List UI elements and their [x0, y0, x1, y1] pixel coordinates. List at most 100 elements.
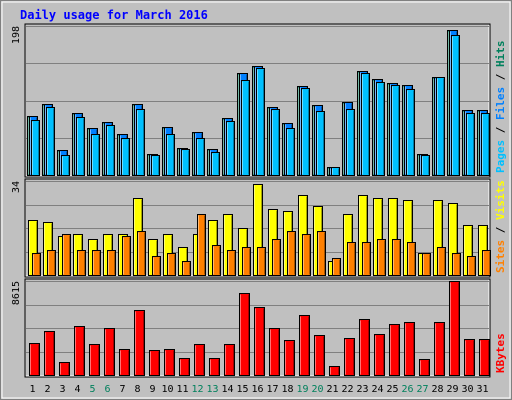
bar-pages-day-12	[197, 139, 205, 176]
bar-kbytes-day-27	[420, 360, 430, 376]
bar-sites-day-13	[213, 246, 221, 276]
bar-pages-day-19	[302, 89, 310, 176]
x-tick-label-day-5: 5	[89, 384, 95, 395]
legend-part: Sites	[494, 240, 507, 273]
x-tick-label-day-2: 2	[44, 384, 50, 395]
x-tick-label-day-18: 18	[281, 384, 293, 395]
bar-pages-day-26	[407, 90, 415, 176]
bar-sites-day-18	[288, 232, 296, 276]
x-tick-label-day-24: 24	[371, 384, 383, 395]
legend-part: /	[494, 120, 507, 140]
x-tick-label-day-20: 20	[311, 384, 323, 395]
bar-kbytes-day-20	[315, 336, 325, 376]
legend-part: /	[494, 220, 507, 240]
chart-title: Daily usage for March 2016	[20, 8, 208, 22]
x-tick-label-day-23: 23	[356, 384, 368, 395]
panel-bottom: 8615 KBytes	[11, 279, 507, 377]
x-tick-label-day-11: 11	[176, 384, 188, 395]
bar-sites-day-6	[108, 251, 116, 276]
bar-sites-day-5	[93, 251, 101, 276]
x-tick-label-day-15: 15	[236, 384, 248, 395]
bar-pages-day-14	[227, 122, 235, 176]
x-tick-label-day-8: 8	[134, 384, 140, 395]
legend-part: Files	[494, 87, 507, 120]
bar-pages-day-11	[182, 150, 190, 176]
bar-pages-day-1	[32, 121, 40, 176]
bar-kbytes-day-5	[90, 345, 100, 376]
x-tick-label-day-25: 25	[386, 384, 398, 395]
bar-kbytes-day-11	[180, 359, 190, 376]
bar-sites-day-10	[168, 254, 176, 276]
bar-pages-day-29	[452, 36, 460, 176]
x-tick-label-day-3: 3	[59, 384, 65, 395]
bar-sites-day-22	[348, 243, 356, 276]
bar-kbytes-day-4	[75, 327, 85, 376]
bar-pages-day-7	[122, 139, 130, 176]
bar-sites-day-20	[318, 232, 326, 276]
bar-sites-day-11	[183, 262, 191, 276]
bar-pages-day-18	[287, 129, 295, 176]
bar-sites-day-29	[453, 254, 461, 276]
x-tick-label-day-9: 9	[149, 384, 155, 395]
x-tick-label-day-21: 21	[326, 384, 338, 395]
legend-part: Hits	[494, 41, 507, 68]
bar-kbytes-day-1	[30, 344, 40, 376]
x-tick-label-day-10: 10	[161, 384, 173, 395]
bar-sites-day-14	[228, 251, 236, 276]
x-tick-label-day-19: 19	[296, 384, 308, 395]
x-tick-label-day-16: 16	[251, 384, 263, 395]
panel-top: 198 Pages / Files / Hits	[11, 24, 507, 177]
bar-pages-day-15	[242, 81, 250, 176]
x-tick-label-day-14: 14	[221, 384, 233, 395]
bar-kbytes-day-9	[150, 351, 160, 376]
x-tick-label-day-30: 30	[461, 384, 473, 395]
x-tick-label-day-13: 13	[206, 384, 218, 395]
bar-pages-day-10	[167, 135, 175, 176]
bar-sites-day-9	[153, 257, 161, 276]
bar-pages-day-13	[212, 153, 220, 176]
x-tick-label-day-7: 7	[119, 384, 125, 395]
legend-part: Visits	[494, 180, 507, 220]
x-tick-label-day-29: 29	[446, 384, 458, 395]
bar-kbytes-day-26	[405, 323, 415, 376]
bar-pages-day-5	[92, 135, 100, 176]
chart-panels: 198 Pages / Files / Hits 34 Sites / Visits 8…	[11, 24, 507, 377]
bar-kbytes-day-6	[105, 329, 115, 376]
bar-sites-day-26	[408, 243, 416, 276]
bar-sites-day-1	[33, 254, 41, 276]
y-axis-max-label: 34	[11, 181, 22, 193]
bar-sites-day-15	[243, 248, 251, 276]
x-tick-label-day-22: 22	[341, 384, 353, 395]
bar-kbytes-day-16	[255, 308, 265, 376]
x-tick-label-day-12: 12	[191, 384, 203, 395]
legend-part: KBytes	[494, 333, 507, 373]
bar-pages-day-22	[347, 110, 355, 176]
bar-kbytes-day-3	[60, 363, 70, 376]
bar-kbytes-day-30	[465, 340, 475, 376]
bar-pages-day-23	[362, 74, 370, 176]
bar-pages-day-16	[257, 69, 265, 176]
bar-kbytes-day-28	[435, 323, 445, 376]
bar-kbytes-day-17	[270, 329, 280, 376]
x-tick-label-day-28: 28	[431, 384, 443, 395]
bar-pages-day-17	[272, 110, 280, 176]
x-tick-label-day-31: 31	[476, 384, 488, 395]
bar-pages-day-4	[77, 118, 85, 176]
bar-pages-day-25	[392, 86, 400, 176]
bar-pages-day-6	[107, 126, 115, 176]
y-axis-max-label: 8615	[11, 281, 22, 305]
bar-kbytes-day-2	[45, 332, 55, 376]
bar-kbytes-day-21	[330, 367, 340, 376]
bar-pages-day-27	[422, 156, 430, 176]
bar-sites-day-31	[483, 251, 491, 276]
bar-sites-day-19	[303, 235, 311, 276]
bar-kbytes-day-29	[450, 282, 460, 376]
bar-kbytes-day-19	[300, 316, 310, 376]
y-axis-max-label: 198	[11, 26, 22, 44]
bar-pages-day-3	[62, 156, 70, 176]
bar-kbytes-day-8	[135, 311, 145, 376]
bar-sites-day-12	[198, 215, 206, 276]
bar-kbytes-day-23	[360, 320, 370, 376]
